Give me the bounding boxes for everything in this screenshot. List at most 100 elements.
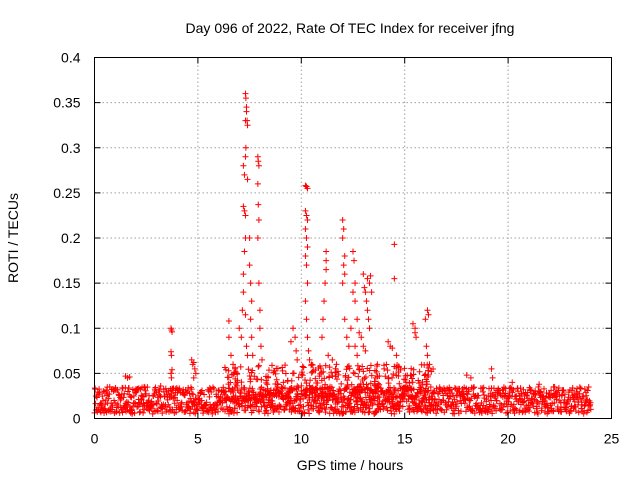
data-point (305, 347, 312, 354)
data-point (548, 387, 555, 394)
data-point (345, 362, 352, 369)
data-point (208, 388, 215, 395)
data-point (584, 407, 591, 414)
data-point (422, 409, 429, 416)
data-point (168, 374, 175, 381)
data-point (576, 384, 583, 391)
data-point (303, 316, 310, 323)
data-point (125, 399, 132, 406)
data-point (409, 320, 416, 327)
data-point (130, 393, 137, 400)
data-point (239, 307, 246, 314)
data-point (124, 388, 131, 395)
data-point (304, 334, 311, 341)
data-point (240, 162, 247, 169)
data-point (338, 380, 345, 387)
data-point (321, 404, 328, 411)
data-point (467, 374, 474, 381)
data-point (304, 244, 311, 251)
data-point (303, 235, 310, 241)
data-point (323, 266, 330, 273)
data-point (391, 385, 398, 392)
data-point (148, 398, 155, 405)
data-point (292, 396, 299, 403)
data-point (351, 370, 358, 377)
data-point (366, 392, 373, 399)
data-point (306, 356, 313, 363)
data-point (322, 406, 329, 413)
data-point (505, 393, 512, 400)
data-point (373, 368, 380, 375)
data-point (253, 403, 260, 410)
data-point (250, 391, 257, 398)
data-point (427, 402, 434, 409)
data-point (329, 356, 336, 363)
data-point (240, 271, 247, 278)
data-point (313, 380, 320, 387)
data-point (399, 393, 406, 400)
data-point (354, 362, 361, 369)
data-point (354, 316, 361, 323)
data-point (409, 395, 416, 402)
data-point (538, 405, 545, 412)
data-point (243, 343, 250, 350)
x-tick-label: 25 (604, 431, 620, 447)
data-point (152, 384, 159, 391)
data-point (315, 393, 322, 400)
data-point (584, 387, 591, 394)
data-point (390, 371, 397, 378)
data-point (555, 385, 562, 392)
data-point (355, 373, 362, 380)
data-point (322, 280, 329, 287)
data-point (275, 393, 282, 400)
data-point (213, 402, 220, 409)
data-point (391, 410, 398, 417)
data-point (306, 410, 313, 417)
data-point (389, 345, 396, 352)
data-point (138, 397, 145, 404)
data-point (316, 392, 323, 399)
data-point (454, 398, 461, 405)
data-point (480, 384, 487, 391)
data-point (558, 408, 565, 415)
data-point (310, 367, 317, 374)
data-point (241, 207, 248, 214)
data-point (248, 298, 255, 305)
data-point (255, 280, 262, 287)
data-point (112, 399, 119, 406)
data-point (243, 108, 250, 115)
data-point (412, 392, 419, 399)
data-point (431, 389, 438, 396)
data-point (296, 407, 303, 414)
data-point (534, 410, 541, 417)
data-point (227, 379, 234, 386)
data-point (365, 316, 372, 323)
data-point (197, 389, 204, 396)
data-point (364, 365, 371, 372)
data-point (245, 366, 252, 373)
data-point (510, 401, 517, 408)
data-point (427, 384, 434, 391)
data-point (421, 372, 428, 379)
data-point (322, 381, 329, 388)
data-point (551, 399, 558, 406)
data-point (560, 387, 567, 394)
data-point (471, 384, 478, 391)
data-point (192, 410, 199, 417)
data-point (264, 381, 271, 388)
data-point (485, 406, 492, 413)
data-point (385, 392, 392, 399)
data-point (367, 362, 374, 369)
data-point (132, 389, 139, 396)
data-point (290, 370, 297, 377)
data-point (241, 397, 248, 404)
data-point (121, 390, 128, 397)
data-point (425, 311, 432, 318)
data-point (321, 397, 328, 404)
data-point (359, 363, 366, 370)
data-point (178, 399, 185, 406)
data-point (249, 367, 256, 374)
data-point (500, 403, 507, 410)
data-point (323, 257, 330, 264)
data-point (368, 289, 375, 296)
